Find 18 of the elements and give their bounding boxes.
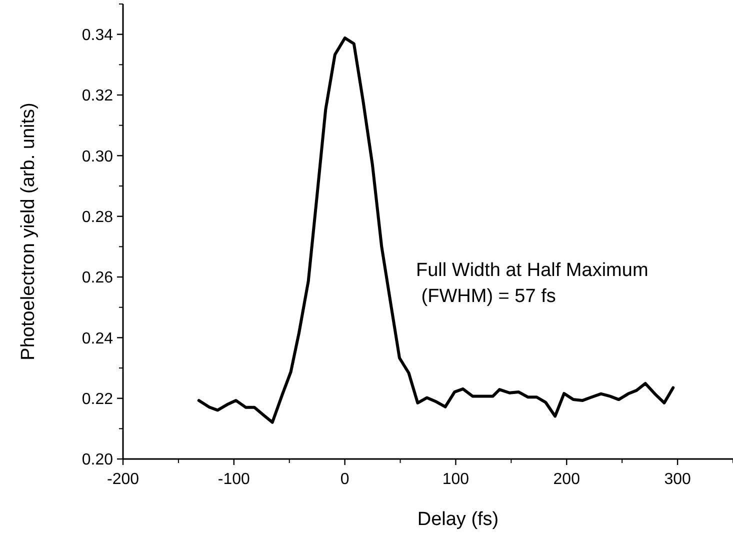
y-tick-label: 0.28 [82, 208, 114, 226]
y-tick-label: 0.30 [82, 148, 114, 166]
x-tick-label: -200 [106, 471, 140, 488]
y-axis-title: Photoelectron yield (arb. units) [18, 102, 39, 360]
y-tick-label: 0.34 [82, 26, 114, 44]
y-tick-label: 0.20 [82, 452, 114, 469]
y-tick-label: 0.32 [82, 88, 114, 105]
x-tick-label: 300 [664, 471, 691, 488]
x-axis-title: Delay (fs) [417, 509, 499, 530]
line-series [197, 36, 675, 424]
x-tick-label: -100 [218, 471, 250, 488]
y-tick-label: 0.22 [82, 390, 114, 408]
x-tick-label: 100 [442, 471, 470, 488]
y-tick-label: 0.26 [82, 270, 114, 287]
y-tick-label: 0.24 [82, 330, 114, 348]
annotation: Full Width at Half Maximum (FWHM) = 57 fs [416, 260, 648, 307]
x-tick-label: 0 [340, 471, 350, 488]
x-tick-label: 200 [553, 471, 580, 488]
